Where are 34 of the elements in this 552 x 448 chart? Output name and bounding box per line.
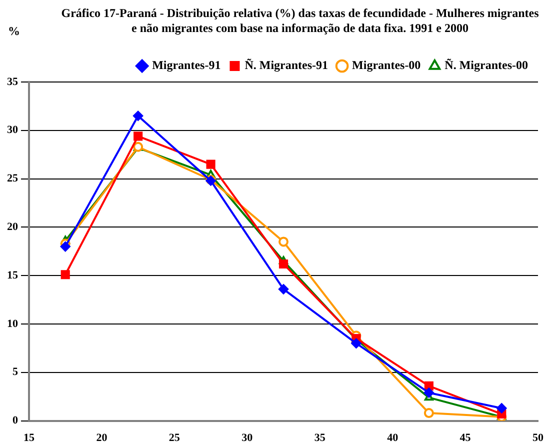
legend-label: Migrantes-00 xyxy=(352,58,421,72)
legend-label: Ñ. Migrantes-00 xyxy=(444,58,528,72)
legend-label: Ñ. Migrantes-91 xyxy=(244,58,328,72)
x-tick-label: 30 xyxy=(242,432,254,444)
x-tick-label: 20 xyxy=(96,432,108,444)
y-tick-label: 5 xyxy=(12,366,18,378)
point xyxy=(278,236,288,247)
y-tick-label: 10 xyxy=(7,318,18,330)
x-tick-label: 25 xyxy=(168,432,180,444)
y-tick-label: 20 xyxy=(7,221,18,234)
y-tick-label: 0 xyxy=(12,414,18,427)
x-tick-label: 15 xyxy=(24,432,35,444)
x-tick-label: 35 xyxy=(314,432,326,444)
y-tick-label: 35 xyxy=(7,76,18,88)
point xyxy=(278,284,288,294)
point xyxy=(496,403,507,414)
y-tick-label: 15 xyxy=(7,269,18,282)
point xyxy=(133,110,144,121)
legend-label: Migrantes-91 xyxy=(152,58,221,72)
y-tick-label: 30 xyxy=(7,124,18,136)
x-tick-label: 45 xyxy=(460,432,472,444)
point xyxy=(351,338,362,348)
point xyxy=(424,408,434,418)
point xyxy=(424,388,434,398)
point xyxy=(206,160,216,169)
x-tick-label: 40 xyxy=(387,432,399,444)
point xyxy=(134,132,143,141)
x-tick-label: 50 xyxy=(532,432,544,444)
y-axis-title: % xyxy=(8,24,20,39)
chart-title: Gráfico 17-Paraná - Distribuição relativa (%) das taxas de fecundidade - Mulheres migrantes e não migrantes com base na informação de data fixa. 1991 e 2000 xyxy=(60,6,540,36)
point xyxy=(60,242,70,252)
point xyxy=(60,270,70,280)
point xyxy=(278,259,288,269)
y-tick-label: 25 xyxy=(7,172,18,185)
